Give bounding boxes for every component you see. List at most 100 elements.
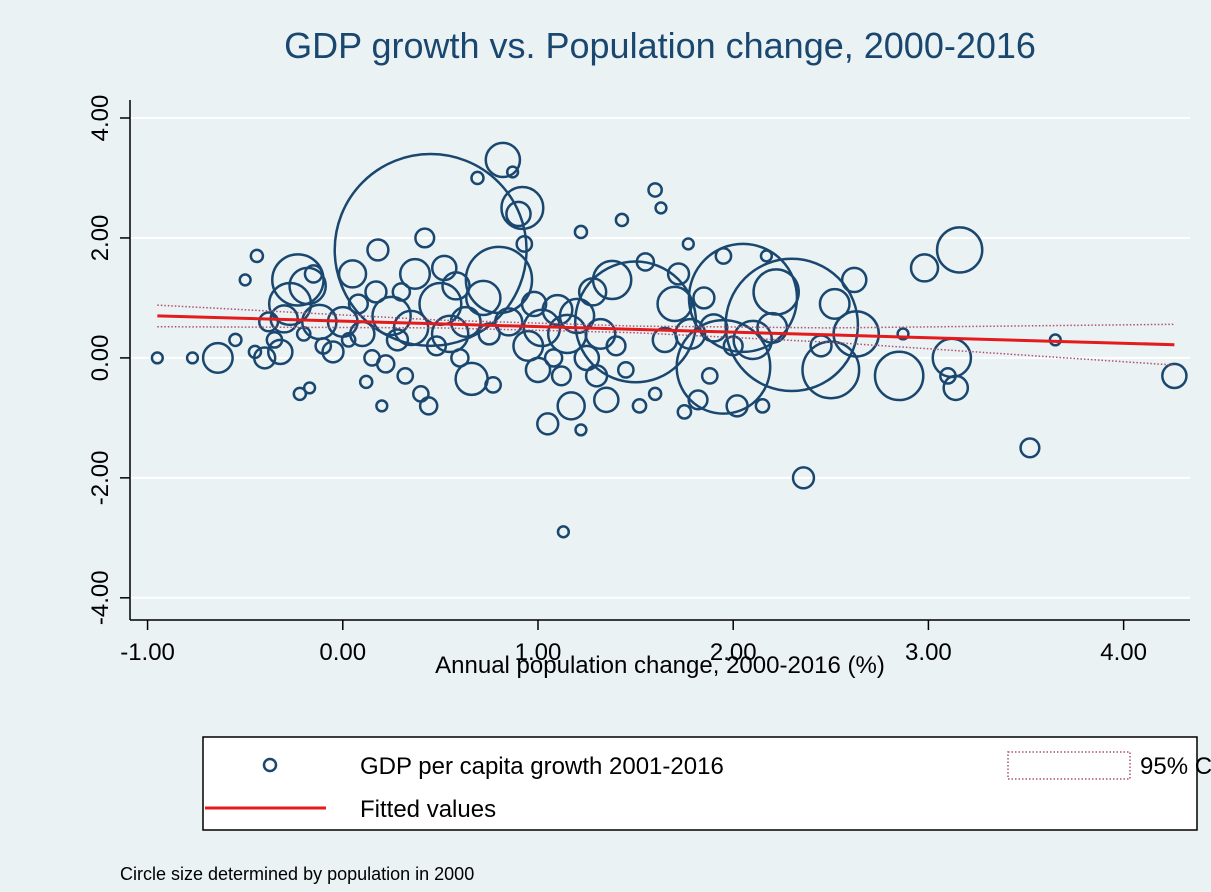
bubble xyxy=(375,354,396,374)
ci-lower xyxy=(157,325,1175,366)
y-tick-label: -2.00 xyxy=(87,451,114,506)
y-tick-label: 4.00 xyxy=(87,95,114,142)
y-tick-label: 2.00 xyxy=(87,215,114,262)
bubble xyxy=(520,290,548,318)
bubble xyxy=(725,394,749,418)
bubble xyxy=(656,285,693,323)
legend-marker xyxy=(1007,751,1131,780)
bubble xyxy=(754,398,771,414)
bubble xyxy=(500,185,545,231)
bubble xyxy=(505,165,520,179)
bubble xyxy=(614,212,630,228)
bubble xyxy=(605,335,627,357)
bubble xyxy=(647,182,663,198)
bubble xyxy=(573,224,589,240)
bubble xyxy=(873,350,925,402)
legend xyxy=(202,736,1198,831)
bubble xyxy=(616,361,635,379)
bubble xyxy=(228,332,243,348)
bubble xyxy=(484,141,522,179)
bubble xyxy=(692,286,716,310)
fit-line xyxy=(157,314,1175,347)
bubble xyxy=(654,201,668,215)
bubble xyxy=(801,340,861,400)
ci-upper xyxy=(157,304,1175,329)
bubble xyxy=(371,295,412,337)
bubble xyxy=(681,237,695,251)
bubble xyxy=(584,317,617,350)
bubble xyxy=(732,319,774,361)
x-tick-label: -1.00 xyxy=(120,639,175,666)
bubble xyxy=(896,327,910,341)
bubble xyxy=(724,257,860,393)
bubble xyxy=(337,259,368,289)
bubble xyxy=(635,252,656,272)
bubble xyxy=(465,279,502,317)
bubble xyxy=(321,340,345,364)
bubble xyxy=(366,238,390,262)
bubble xyxy=(543,348,564,368)
bubble xyxy=(449,305,482,338)
bubble xyxy=(524,356,552,384)
bubble xyxy=(935,226,984,274)
bubble xyxy=(676,404,693,420)
bubble xyxy=(249,248,265,264)
bubble xyxy=(266,338,294,366)
bubble xyxy=(340,332,357,348)
bubble xyxy=(414,227,436,249)
bubble xyxy=(550,365,573,387)
bubble xyxy=(430,314,470,354)
bubble xyxy=(505,200,532,228)
bubble xyxy=(150,351,164,365)
bubble xyxy=(556,525,571,539)
y-tick-label: -4.00 xyxy=(87,570,114,625)
bubble xyxy=(698,313,729,343)
note: Circle size determined by population in … xyxy=(120,864,474,884)
bubble xyxy=(840,266,868,294)
bubble xyxy=(391,282,412,302)
bubble xyxy=(700,367,719,385)
bubble xyxy=(238,273,252,287)
y-tick-label: 0.00 xyxy=(87,335,114,382)
chart-title: GDP growth vs. Population change, 2000-2… xyxy=(284,25,1036,66)
bubble xyxy=(541,293,574,326)
x-tick-label: 4.00 xyxy=(1100,639,1147,666)
x-tick-label: 2.00 xyxy=(710,639,757,666)
bubble xyxy=(647,386,663,402)
x-tick-label: 3.00 xyxy=(905,639,952,666)
x-tick-label: 0.00 xyxy=(319,639,366,666)
bubble xyxy=(574,423,588,437)
bubble xyxy=(470,170,485,186)
bubble xyxy=(418,396,439,416)
bubble xyxy=(292,386,308,402)
bubble xyxy=(536,412,560,436)
bubble xyxy=(791,466,816,490)
x-axis-label: Annual population change, 2000-2016 (%) xyxy=(435,652,885,679)
bubble xyxy=(942,374,970,402)
bubble xyxy=(666,262,691,286)
bubble xyxy=(759,249,774,263)
bubble xyxy=(515,235,534,253)
bubble xyxy=(592,386,620,414)
bubble xyxy=(252,346,277,370)
bubble xyxy=(484,376,502,394)
legend-label: 95% CI xyxy=(1140,753,1211,780)
bubble xyxy=(425,335,448,357)
x-tick-label: 1.00 xyxy=(515,639,562,666)
legend-label: GDP per capita growth 2001-2016 xyxy=(360,753,724,780)
bubble xyxy=(477,322,501,346)
bubble xyxy=(375,399,389,413)
bubble xyxy=(909,253,940,283)
legend-marker xyxy=(262,757,278,773)
bubble xyxy=(674,317,707,350)
bubble xyxy=(364,280,388,304)
bubble xyxy=(631,398,648,414)
legend-label: Fitted values xyxy=(360,796,496,823)
bubble xyxy=(185,351,200,365)
bubble xyxy=(302,381,317,395)
bubble xyxy=(752,268,800,316)
bubble xyxy=(1161,362,1188,390)
bubble xyxy=(303,264,324,284)
bubble xyxy=(333,152,528,348)
